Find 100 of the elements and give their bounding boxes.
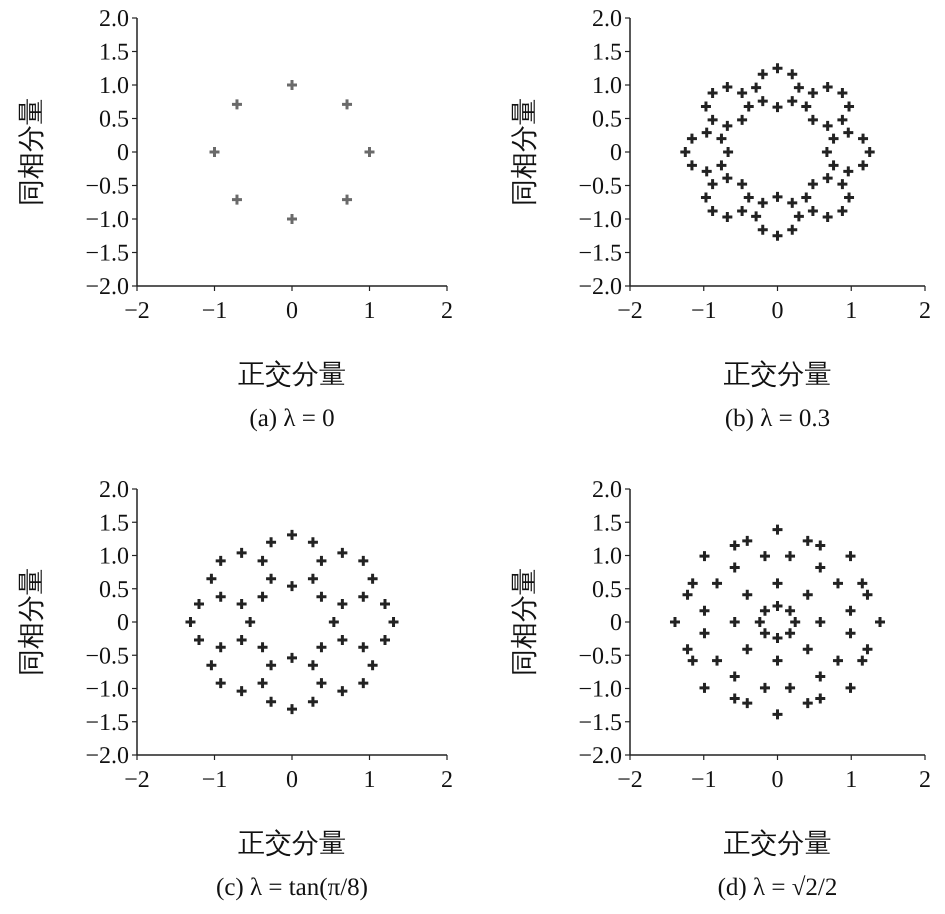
y-tick-label: 1.5: [592, 40, 622, 66]
y-tick-label: −1.0: [578, 207, 622, 233]
x-tick-label: −1: [202, 298, 228, 324]
point: [771, 576, 784, 590]
y-axis-title: 同相分量: [16, 568, 46, 676]
point: [784, 626, 797, 640]
point: [256, 676, 270, 690]
y-tick-label: −1.5: [85, 710, 129, 736]
point: [356, 640, 370, 654]
point: [784, 681, 797, 694]
x-tick-label: 2: [441, 767, 453, 793]
point: [668, 616, 682, 628]
point: [710, 654, 724, 668]
point: [698, 604, 711, 618]
point: [208, 146, 221, 158]
y-tick-label: −2.0: [578, 274, 622, 300]
y-tick-label: −2.0: [85, 274, 129, 300]
point: [844, 550, 858, 563]
y-tick-label: 0: [610, 140, 622, 166]
point: [306, 572, 320, 586]
point: [378, 633, 392, 646]
y-axis-title: 同相分量: [16, 98, 46, 206]
y-tick-label: −1.0: [85, 676, 129, 702]
point: [256, 590, 270, 604]
point: [801, 534, 814, 548]
y-tick-label: 0: [117, 610, 129, 636]
point: [230, 193, 244, 206]
point: [366, 572, 380, 586]
x-tick-label: −2: [617, 767, 643, 793]
x-tick-label: 1: [845, 298, 858, 324]
text: (a) λ = 0: [249, 405, 335, 432]
point: [184, 616, 197, 628]
point: [801, 642, 814, 656]
point: [363, 146, 376, 158]
point: [728, 670, 742, 684]
x-tick-label: −2: [124, 298, 150, 324]
y-tick-label: 0.5: [592, 576, 622, 603]
point: [844, 681, 858, 694]
y-tick-label: 1.0: [592, 544, 622, 570]
point: [771, 654, 784, 668]
point: [235, 633, 248, 646]
point: [801, 696, 814, 710]
point: [874, 616, 887, 628]
point: [801, 588, 814, 602]
x-axis-title: 正交分量: [238, 359, 346, 389]
point: [356, 676, 370, 690]
point: [286, 580, 298, 593]
point: [286, 528, 298, 542]
y-axis-title: 同相分量: [509, 568, 539, 676]
y-tick-label: 1.5: [99, 40, 129, 66]
x-tick-label: 0: [286, 767, 298, 793]
x-axis-title: 正交分量: [724, 828, 832, 858]
y-tick-label: −0.5: [578, 643, 622, 670]
y-tick-label: 2.0: [592, 6, 622, 32]
x-tick-label: 1: [364, 298, 376, 324]
point: [306, 536, 320, 549]
y-tick-label: −0.5: [85, 174, 129, 200]
point: [844, 604, 858, 618]
x-tick-label: 0: [286, 298, 298, 324]
x-tick-label: 0: [772, 767, 784, 793]
point: [192, 633, 206, 646]
point: [327, 616, 340, 628]
point: [844, 626, 858, 640]
point: [814, 670, 827, 684]
point: [192, 598, 206, 611]
point: [336, 633, 349, 646]
point: [230, 98, 244, 111]
point: [286, 702, 298, 716]
point: [244, 616, 257, 628]
point: [387, 616, 400, 628]
x-tick-label: 0: [772, 298, 784, 324]
point: [366, 658, 380, 672]
point: [264, 695, 278, 708]
point: [235, 598, 248, 611]
point: [758, 604, 772, 618]
point: [698, 681, 711, 694]
point: [306, 695, 320, 708]
x-tick-label: −1: [202, 767, 228, 793]
y-tick-label: −1.5: [85, 240, 129, 266]
y-tick-label: −0.5: [85, 643, 129, 670]
point: [336, 598, 349, 611]
y-tick-label: 2.0: [592, 477, 622, 503]
y-tick-label: −1.0: [578, 676, 622, 702]
point: [340, 193, 354, 206]
point: [740, 642, 754, 656]
point: [758, 626, 772, 640]
point: [771, 600, 784, 613]
point: [264, 572, 278, 586]
y-tick-label: 1.5: [99, 510, 129, 536]
y-tick-label: 2.0: [99, 6, 129, 32]
point: [264, 658, 278, 672]
point: [214, 554, 228, 568]
x-tick-label: −2: [124, 767, 150, 793]
point: [856, 576, 869, 590]
point: [728, 539, 742, 552]
point: [286, 78, 298, 92]
x-axis-title: 正交分量: [238, 828, 346, 858]
point: [214, 640, 228, 654]
x-tick-label: −2: [617, 298, 643, 324]
y-tick-label: 1.5: [592, 510, 622, 536]
